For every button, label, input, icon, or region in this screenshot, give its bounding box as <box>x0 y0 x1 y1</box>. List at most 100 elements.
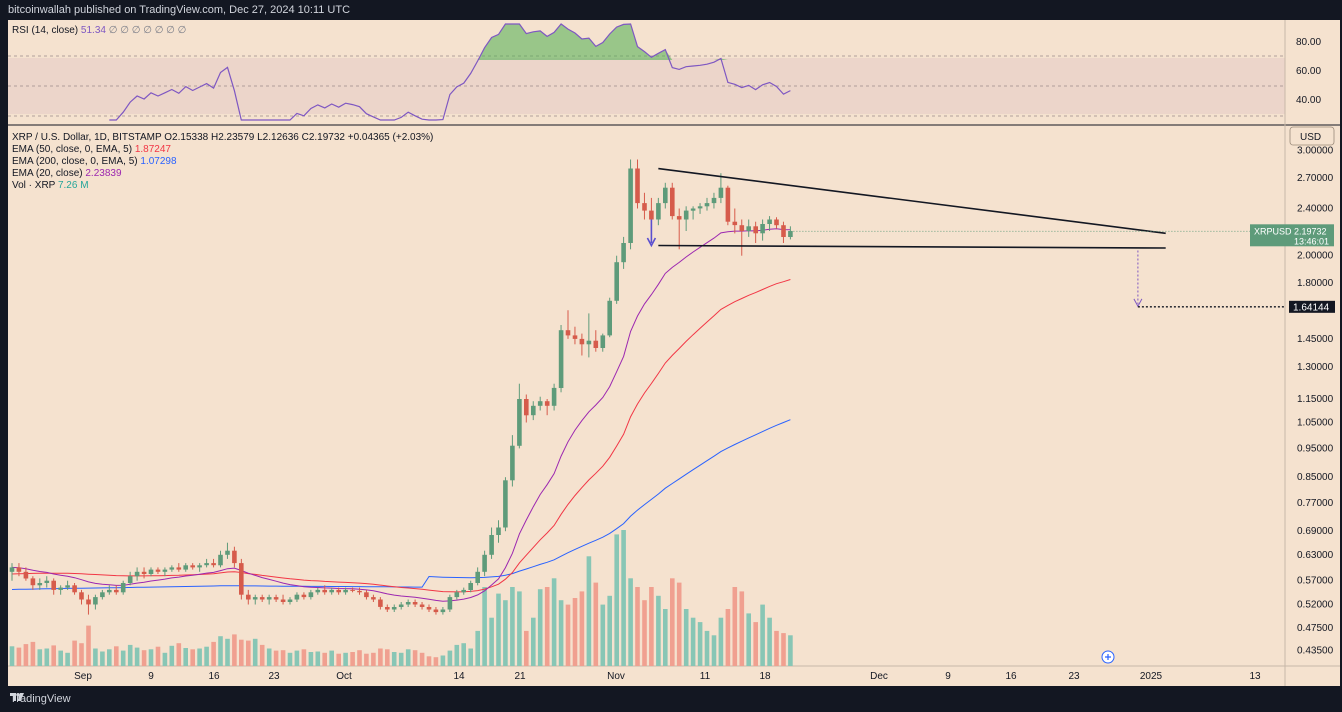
volume-bar <box>690 617 696 666</box>
candle-body <box>788 231 793 237</box>
candle-body <box>79 592 84 600</box>
candle-body <box>614 262 619 301</box>
volume-bar <box>440 655 446 666</box>
indicator-legend: EMA (200, close, 0, EMA, 5) 1.07298 <box>12 156 177 167</box>
volume-bar <box>767 617 772 666</box>
volume-bar <box>350 652 355 666</box>
candle-body <box>398 604 404 607</box>
candle-body <box>697 206 703 209</box>
candle-body <box>683 210 689 220</box>
volume-bar <box>760 604 765 666</box>
candle-body <box>426 607 432 610</box>
tradingview-brand[interactable]: TradingView <box>10 693 71 705</box>
candle-body <box>65 585 70 588</box>
candle-body <box>524 399 529 416</box>
candle-body <box>357 590 362 593</box>
volume-bar <box>190 649 195 666</box>
time-tick-label: 18 <box>759 671 771 682</box>
candle-body <box>565 330 571 336</box>
indicator-legend: Vol · XRP 7.26 M <box>12 180 89 191</box>
candle-body <box>558 330 564 388</box>
candle-body <box>134 571 140 577</box>
volume-bar <box>30 641 36 666</box>
candle-body <box>642 203 647 211</box>
volume-bar <box>336 653 341 666</box>
volume-bar <box>37 649 43 666</box>
volume-bar <box>294 650 300 666</box>
volume-bar <box>273 650 279 666</box>
time-tick-label: 21 <box>514 671 526 682</box>
volume-bar <box>343 652 348 666</box>
candle-body <box>51 580 56 590</box>
volume-bar <box>44 648 50 666</box>
candle-body <box>711 197 717 204</box>
volume-bar <box>475 630 480 666</box>
volume-bar <box>148 649 154 666</box>
candle-body <box>58 587 63 590</box>
volume-bar <box>23 644 29 666</box>
volume-bar <box>280 650 286 666</box>
candle-body <box>676 216 682 220</box>
price-tick-label: 0.63000 <box>1297 550 1334 561</box>
time-tick-label: 16 <box>208 671 220 682</box>
candle-body <box>107 589 112 593</box>
volume-bar <box>58 650 63 666</box>
volume-bar <box>155 646 161 666</box>
indicator-legend-value: 1.87247 <box>135 144 172 155</box>
candle-body <box>600 335 606 348</box>
volume-bar <box>503 600 508 666</box>
volume-bar <box>308 652 314 666</box>
volume-bar <box>246 640 251 666</box>
rsi-line <box>109 23 791 121</box>
volume-bar <box>531 617 536 666</box>
candle-body <box>656 203 661 220</box>
rsi-tick-label: 60.00 <box>1296 66 1321 77</box>
candle-body <box>16 567 22 572</box>
indicator-legend-label: EMA (50, close, 0, EMA, 5) <box>12 144 135 155</box>
price-tick-label: 2.00000 <box>1297 251 1334 262</box>
candle-body <box>239 563 244 595</box>
volume-bar <box>489 617 494 666</box>
candle-body <box>663 187 668 204</box>
price-tick-label: 0.69000 <box>1297 526 1334 537</box>
candle-body <box>100 592 105 598</box>
price-tag-price: 2.19732 <box>1294 226 1327 236</box>
volume-bar <box>169 645 175 666</box>
candle-body <box>148 569 154 574</box>
ema-20-line <box>11 228 791 602</box>
volume-bar <box>419 652 425 666</box>
candle-body <box>537 401 543 406</box>
volume-bar <box>127 644 133 666</box>
price-tick-label: 0.77000 <box>1297 498 1334 509</box>
chart-svg[interactable]: 80.00 60.00 40.00 RSI (14, close) 51.34 ∅ ∅… <box>8 20 1340 686</box>
currency-box <box>1289 126 1335 146</box>
volume-bar <box>391 652 397 666</box>
chart-canvas[interactable]: 80.00 60.00 40.00 RSI (14, close) 51.34 ∅ ∅… <box>8 20 1340 686</box>
volume-bar <box>454 644 460 666</box>
time-tick-label: 9 <box>148 671 154 682</box>
candle-body <box>385 607 390 610</box>
candle-body <box>218 554 223 566</box>
volume-bar <box>746 613 751 666</box>
candle-body <box>690 208 696 211</box>
candle-body <box>30 578 36 586</box>
candle-body <box>746 226 751 231</box>
target-tag-box <box>1289 300 1335 313</box>
brand-name: TradingView <box>10 693 71 705</box>
measure-arrow-head <box>646 237 657 248</box>
indicator-legend: EMA (50, close, 0, EMA, 5) 1.87247 <box>12 144 171 155</box>
candle-body <box>391 607 397 610</box>
candle-body <box>447 597 453 610</box>
volume-bar <box>433 657 439 666</box>
volume-bar <box>482 587 487 666</box>
volume-bar <box>496 593 501 666</box>
time-tick-label: Dec <box>870 671 888 682</box>
candle-body <box>176 567 182 570</box>
volume-bar <box>93 648 98 666</box>
candle-body <box>183 565 188 570</box>
volume-bar <box>329 650 334 666</box>
candle-body <box>120 583 126 593</box>
candle-body <box>72 585 77 593</box>
candle-body <box>440 609 446 613</box>
